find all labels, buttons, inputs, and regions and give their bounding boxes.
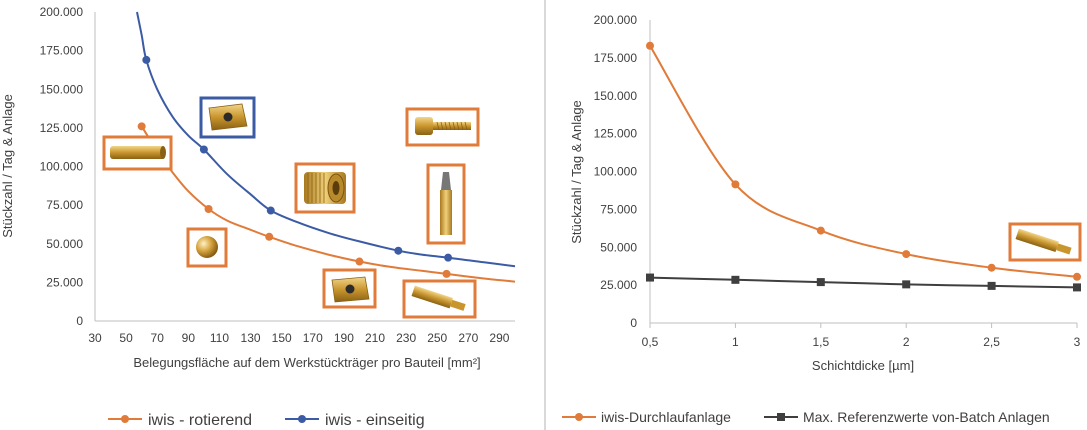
left-series-0-point xyxy=(204,204,213,213)
right-x-tick-label: 1 xyxy=(732,335,739,349)
left-x-tick-label: 250 xyxy=(427,331,447,345)
left-x-tick-label: 190 xyxy=(334,331,354,345)
right-series-1-point xyxy=(816,278,825,287)
left-x-axis-title: Belegungsfläche auf dem Werkstückträger … xyxy=(133,355,480,370)
right-series-1-point xyxy=(731,275,740,284)
right-x-tick-label: 2 xyxy=(903,335,910,349)
left-y-tick-label: 200.000 xyxy=(40,5,84,19)
raendelmutter-photo xyxy=(294,162,356,214)
right-chart: 0 25.000 50.000 75.000 100.000 125.000 150.000… xyxy=(569,13,1081,373)
left-x-tick-label: 50 xyxy=(119,331,133,345)
right-series-0-point xyxy=(731,180,740,189)
left-x-tick-label: 270 xyxy=(458,331,478,345)
schraube-photo xyxy=(405,107,480,147)
right-series-1-point xyxy=(646,273,654,282)
left-series-0-point xyxy=(442,269,451,278)
left-y-tick-label: 150.000 xyxy=(40,82,84,96)
left-x-tick-label: 290 xyxy=(489,331,509,345)
right-series-0-point xyxy=(646,41,654,50)
bit-photo xyxy=(426,163,466,245)
left-y-tick-label: 50.000 xyxy=(46,237,83,251)
left-series-0-point xyxy=(137,122,146,131)
left-x-tick-label: 230 xyxy=(396,331,416,345)
left-x-tick-label: 90 xyxy=(182,331,196,345)
right-x-tick-label: 3 xyxy=(1074,335,1081,349)
right-series-1-point xyxy=(902,280,911,289)
left-series-line-0 xyxy=(140,125,516,283)
left-x-tick-label: 210 xyxy=(365,331,385,345)
right-x-tick-label: 0,5 xyxy=(642,335,659,349)
right-y-tick-label: 50.000 xyxy=(600,240,637,254)
right-series-0-point xyxy=(816,226,825,235)
left-series-1-point xyxy=(444,253,453,262)
left-series-1-point xyxy=(266,206,275,215)
right-y-tick-label: 125.000 xyxy=(594,127,638,141)
left-x-tick-label: 150 xyxy=(272,331,292,345)
left-series-1-point xyxy=(142,55,151,64)
right-series-line-1 xyxy=(649,276,1078,289)
right-y-tick-label: 150.000 xyxy=(594,89,638,103)
right-x-tick-label: 2,5 xyxy=(983,335,1000,349)
legend-square-batch xyxy=(777,413,785,421)
sechskant-bit-photo xyxy=(402,279,477,319)
right-legend: iwis-Durchlaufanlage Max. Referenzwerte … xyxy=(562,409,1050,425)
wendeplatte-photo-orange xyxy=(322,268,377,309)
left-y-axis-title: Stückzahl / Tag & Anlage xyxy=(0,94,15,238)
right-y-tick-label: 25.000 xyxy=(600,278,637,292)
legend-label-rotierend: iwis - rotierend xyxy=(148,412,252,429)
left-y-tick-label: 125.000 xyxy=(40,121,84,135)
right-y-tick-label: 100.000 xyxy=(594,165,638,179)
left-series-1-point xyxy=(199,145,208,154)
legend-label-einseitig: iwis - einseitig xyxy=(325,412,425,429)
left-legend: iwis - rotierend iwis - einseitig xyxy=(108,412,425,429)
left-y-tick-label: 100.000 xyxy=(40,160,84,174)
rohrhuelse-photo xyxy=(102,135,173,171)
left-chart: 0 25.000 50.000 75.000 100.000 125.000 150.000… xyxy=(0,5,516,370)
left-x-tick-label: 170 xyxy=(303,331,323,345)
left-series-1-point xyxy=(394,246,403,255)
legend-dot-einseitig xyxy=(298,415,306,423)
right-y-axis-title: Stückzahl / Tag & Anlage xyxy=(569,100,584,244)
sechskant-bit-photo-right xyxy=(1008,222,1082,262)
left-series-line-1 xyxy=(136,11,516,268)
right-y-tick-label: 175.000 xyxy=(594,51,638,65)
legend-label-durchlauf: iwis-Durchlaufanlage xyxy=(601,409,731,425)
right-series-0-point xyxy=(987,263,996,272)
left-y-tick-label: 175.000 xyxy=(40,44,84,58)
left-x-tick-label: 70 xyxy=(151,331,165,345)
wendeplatte-photo-blue xyxy=(199,96,256,139)
legend-label-batch: Max. Referenzwerte von-Batch Anlagen xyxy=(803,409,1050,425)
left-y-tick-label: 75.000 xyxy=(46,198,83,212)
left-y-tick-label: 25.000 xyxy=(46,275,83,289)
right-y-tick-label: 0 xyxy=(630,316,637,330)
right-x-tick-label: 1,5 xyxy=(812,335,829,349)
kugel-photo xyxy=(186,227,228,268)
left-series-0-point xyxy=(355,257,364,266)
legend-dot-durchlauf xyxy=(575,413,583,421)
legend-dot-rotierend xyxy=(121,415,129,423)
right-y-tick-label: 200.000 xyxy=(594,13,638,27)
right-series-1-point xyxy=(987,281,996,290)
right-series-0-point xyxy=(902,250,911,259)
left-y-tick-label: 0 xyxy=(76,314,83,328)
right-x-axis-title: Schichtdicke [µm] xyxy=(812,358,914,373)
left-series-0-point xyxy=(265,232,274,241)
left-x-tick-label: 30 xyxy=(88,331,102,345)
left-x-tick-label: 130 xyxy=(241,331,261,345)
right-y-tick-label: 75.000 xyxy=(600,202,637,216)
right-series-0-point xyxy=(1073,272,1081,281)
right-series-1-point xyxy=(1073,283,1081,292)
left-x-tick-label: 110 xyxy=(210,331,229,345)
